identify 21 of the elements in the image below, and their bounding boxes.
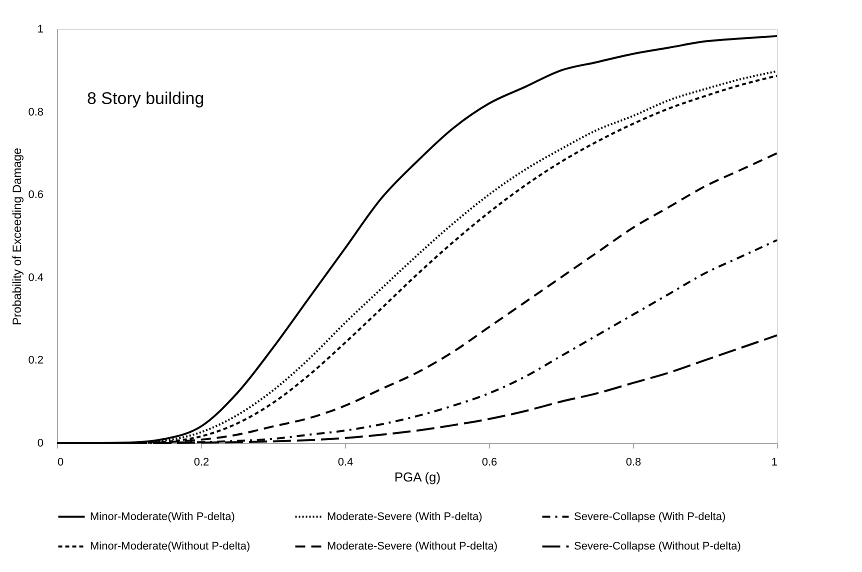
x-tick-label: 1 — [771, 456, 778, 468]
legend-label: Minor-Moderate(With P-delta) — [90, 510, 235, 523]
legend-label: Moderate-Severe (Without P-delta) — [327, 540, 498, 552]
x-tick-label: 0 — [58, 456, 64, 468]
x-tick-label: 0.6 — [482, 456, 498, 468]
legend-label: Severe-Collapse (Without P-delta) — [574, 540, 741, 552]
y-tick-label: 0.2 — [28, 354, 44, 367]
y-tick-label: 0.4 — [28, 272, 44, 284]
y-tick-label: 0 — [37, 438, 44, 450]
x-tick-label: 0.4 — [338, 456, 354, 468]
y-tick-label: 1 — [37, 24, 44, 36]
legend-label: Severe-Collapse (With P-delta) — [574, 510, 726, 523]
annotation: 8 Story building — [87, 89, 204, 108]
y-axis-title: Probability of Exceeding Damage — [10, 147, 24, 326]
x-tick-label: 0.8 — [626, 456, 642, 468]
y-tick-label: 0.6 — [28, 189, 44, 202]
legend-label: Minor-Moderate(Without P-delta) — [90, 540, 250, 552]
x-axis-title: PGA (g) — [394, 470, 441, 484]
x-tick-label: 0.2 — [194, 456, 210, 468]
y-tick-label: 0.8 — [28, 106, 44, 118]
legend-label: Moderate-Severe (With P-delta) — [327, 510, 482, 523]
